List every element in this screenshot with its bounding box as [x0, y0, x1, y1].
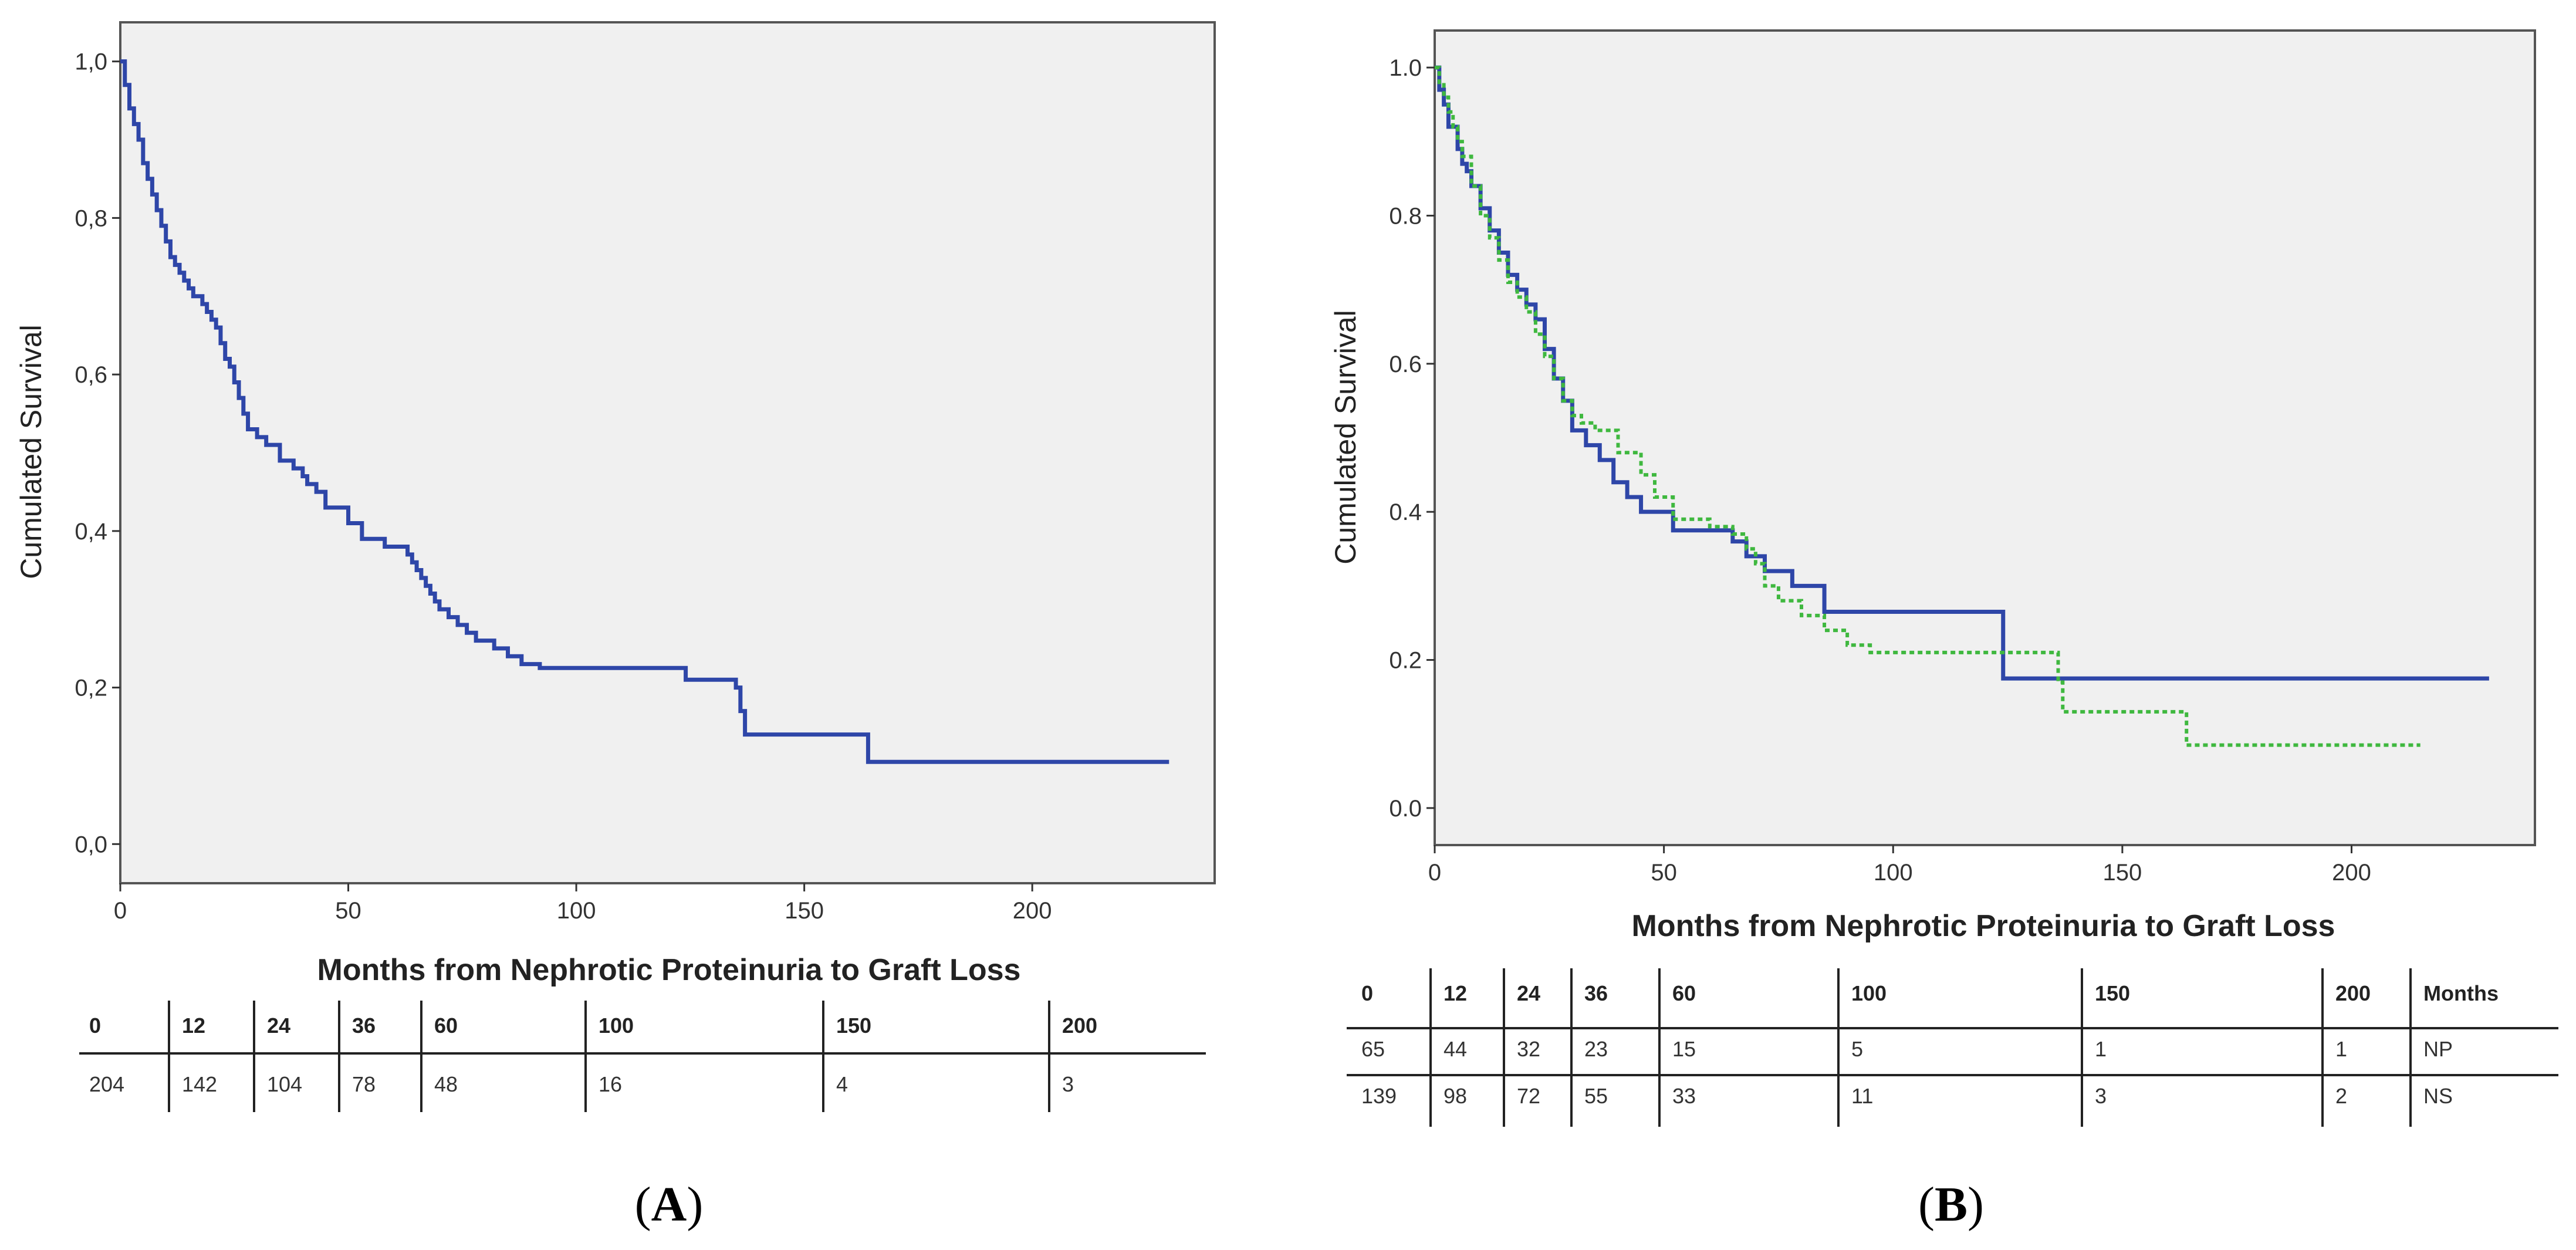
caption-a-open: ( [635, 1177, 651, 1232]
risk-table-cell-b: 1 [2335, 1037, 2347, 1061]
survival-curve-b-ns [1435, 66, 2421, 747]
x-tick-label-b: 200 [2332, 860, 2371, 886]
risk-table-header-b: 24 [1517, 981, 1540, 1005]
risk-table-group-label-b: NS [2423, 1084, 2453, 1108]
caption-a-letter: A [651, 1177, 687, 1232]
x-axis-title-b: Months from Nephrotic Proteinuria to Gra… [1632, 909, 2335, 943]
panel-a: 0,0 0,2 0,4 0,6 0,8 1,0 0 50 100 150 200 Cumulated … [15, 21, 1216, 1112]
risk-table-cell-b: 23 [1584, 1037, 1608, 1061]
risk-table-cell-a: 78 [352, 1072, 376, 1096]
x-tick-label-b: 150 [2103, 860, 2142, 886]
risk-table-header-b: 150 [2095, 981, 2130, 1005]
caption-b: (B) [1918, 1177, 1984, 1232]
y-axis-title-b: Cumulated Survival [1329, 310, 1362, 565]
risk-table-cell-b: 1 [2095, 1037, 2107, 1061]
risk-table-header-b: 100 [1851, 981, 1887, 1005]
risk-table-cell-b: 55 [1584, 1084, 1608, 1108]
y-tick-label-b: 0.2 [1389, 648, 1422, 674]
x-tick-label-a: 0 [114, 898, 127, 924]
plot-area-b [1434, 29, 2536, 846]
risk-table-cell-b: 65 [1361, 1037, 1385, 1061]
risk-table-cell-b: 5 [1851, 1037, 1863, 1061]
risk-table-header-a: 24 [267, 1013, 290, 1038]
y-tick-label-a: 0,6 [75, 362, 107, 388]
y-tick-label-b: 0.8 [1389, 203, 1422, 229]
risk-table-cell-b: 2 [2335, 1084, 2347, 1108]
x-tick-label-b: 100 [1874, 860, 1913, 886]
panel-b: 0.00.20.40.60.81.00 50 100 150 200Cumulated … [1329, 29, 2558, 1127]
risk-table-header-a: 60 [434, 1013, 458, 1038]
y-tick-label-a: 0,8 [75, 205, 107, 231]
x-tick-label-b: 50 [1651, 860, 1677, 886]
caption-b-letter: B [1935, 1177, 1968, 1232]
risk-table-cell-a: 204 [89, 1072, 124, 1096]
caption-b-open: ( [1918, 1177, 1935, 1232]
y-tick-label-b: 1.0 [1389, 55, 1422, 81]
risk-table-cell-b: 15 [1672, 1037, 1696, 1061]
risk-table-header-b: 200 [2335, 981, 2371, 1005]
plot-area-a [119, 21, 1216, 884]
risk-table-header-b: 36 [1584, 981, 1608, 1005]
risk-table-header-b: 0 [1361, 981, 1373, 1005]
risk-table-header-b: 60 [1672, 981, 1696, 1005]
risk-table-cell-a: 3 [1062, 1072, 1074, 1096]
caption-b-close: ) [1968, 1177, 1984, 1232]
y-axis-title-a: Cumulated Survival [15, 325, 48, 579]
x-tick-label-a: 200 [1013, 898, 1052, 924]
risk-table-cell-b: 32 [1517, 1037, 1540, 1061]
risk-table-header-a: 200 [1062, 1013, 1097, 1038]
risk-table-header-b: 12 [1443, 981, 1467, 1005]
risk-table-cell-a: 142 [182, 1072, 217, 1096]
risk-table-cell-b: 72 [1517, 1084, 1540, 1108]
y-tick-label-b: 0.6 [1389, 352, 1422, 377]
risk-table-cell-b: 139 [1361, 1084, 1397, 1108]
risk-table-cell-a: 16 [599, 1072, 622, 1096]
caption-a-close: ) [687, 1177, 703, 1232]
y-tick-label-a: 0,0 [75, 832, 107, 857]
y-tick-label-b: 0.4 [1389, 499, 1422, 525]
risk-table-header-a: 100 [599, 1013, 634, 1038]
y-tick-label-a: 1,0 [75, 49, 107, 75]
risk-table-cell-b: 98 [1443, 1084, 1467, 1108]
y-tick-label-b: 0.0 [1389, 796, 1422, 822]
risk-table-group-label-b: NP [2423, 1037, 2453, 1061]
risk-table-header-b: Months [2423, 981, 2499, 1005]
risk-table-header-a: 36 [352, 1013, 376, 1038]
x-tick-label-a: 50 [335, 898, 361, 924]
risk-table-header-a: 0 [89, 1013, 101, 1038]
risk-table-cell-a: 104 [267, 1072, 302, 1096]
risk-table-header-a: 150 [836, 1013, 871, 1038]
caption-a: (A) [635, 1177, 704, 1232]
x-axis-title-a: Months from Nephrotic Proteinuria to Gra… [317, 953, 1021, 987]
risk-table-cell-a: 48 [434, 1072, 458, 1096]
risk-table-cell-b: 3 [2095, 1084, 2107, 1108]
x-tick-label-a: 100 [557, 898, 596, 924]
risk-table-cell-a: 4 [836, 1072, 848, 1096]
y-tick-label-a: 0,2 [75, 675, 107, 701]
survival-curve-a-all-patients [120, 59, 1169, 764]
risk-table-cell-b: 33 [1672, 1084, 1696, 1108]
risk-table-cell-b: 11 [1851, 1084, 1873, 1108]
risk-table-cell-b: 44 [1443, 1037, 1467, 1061]
x-tick-label-a: 150 [785, 898, 824, 924]
x-tick-label-b: 0 [1428, 860, 1441, 886]
risk-table-header-a: 12 [182, 1013, 205, 1038]
y-tick-label-a: 0,4 [75, 519, 107, 545]
